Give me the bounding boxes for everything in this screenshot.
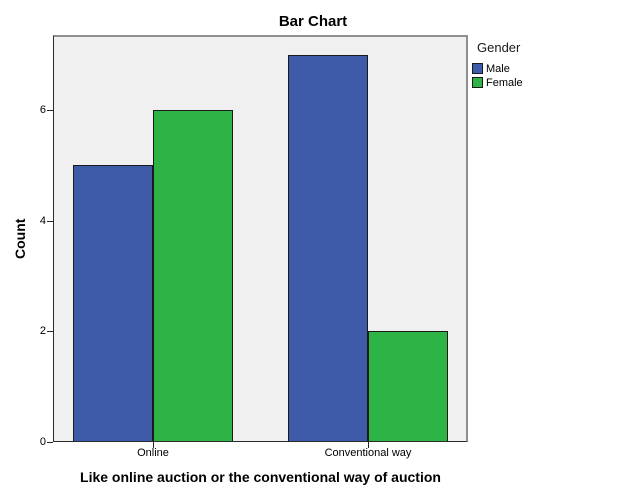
bar-male-online [73,165,153,442]
bar-female-online [153,110,233,442]
x-axis-title: Like online auction or the conventional … [80,469,441,485]
legend-label-female: Female [486,76,523,89]
x-tick-label-online: Online [137,447,169,459]
legend-item-male: Male [472,62,523,75]
legend-label-male: Male [486,62,510,75]
legend-swatch-male [472,63,483,74]
x-tick-label-conventional-way: Conventional way [324,447,412,459]
plot-area [53,35,468,442]
legend: Gender Male Female [472,40,523,90]
bar-male-conventional-way [288,55,368,442]
legend-item-female: Female [472,76,523,89]
bar-female-conventional-way [368,331,448,442]
x-tick-mark [368,442,369,448]
legend-swatch-female [472,77,483,88]
legend-items: Male Female [472,62,523,89]
legend-title: Gender [477,40,521,55]
y-tick-mark [47,442,53,443]
y-axis-title: Count [12,218,28,259]
x-tick-mark [153,442,154,448]
chart-title: Bar Chart [278,13,348,30]
